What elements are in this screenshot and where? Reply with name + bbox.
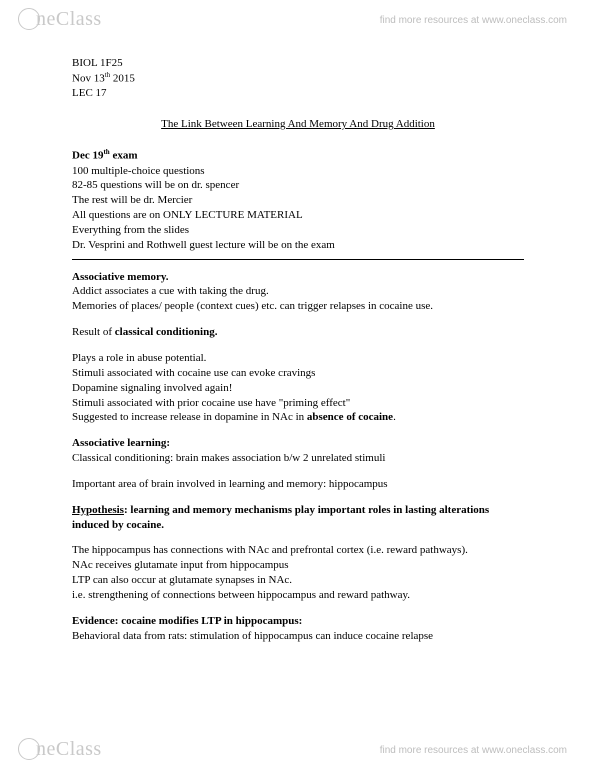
section-divider (72, 259, 524, 260)
body-line: Result of classical conditioning. (72, 325, 524, 340)
lecture-number: LEC 17 (72, 86, 524, 101)
exam-line: 100 multiple-choice questions (72, 164, 524, 179)
page-footer: neClass find more resources at www.onecl… (0, 730, 595, 770)
logo-circle-icon (18, 738, 40, 760)
page-header: neClass find more resources at www.onecl… (0, 0, 595, 40)
header-tagline: find more resources at www.oneclass.com (380, 15, 567, 26)
body-line: Stimuli associated with cocaine use can … (72, 366, 524, 381)
section-heading: Associative learning: (72, 436, 524, 451)
body-line: NAc receives glutamate input from hippoc… (72, 558, 524, 573)
body-line: Stimuli associated with prior cocaine us… (72, 396, 524, 411)
brand-logo: neClass (18, 8, 102, 31)
body-line: Memories of places/ people (context cues… (72, 299, 524, 314)
exam-line: All questions are on ONLY LECTURE MATERI… (72, 208, 524, 223)
document-title: The Link Between Learning And Memory And… (72, 117, 524, 132)
section-heading: Associative memory. (72, 270, 524, 285)
body-line: i.e. strengthening of connections betwee… (72, 588, 524, 603)
section-heading: Evidence: cocaine modifies LTP in hippoc… (72, 614, 524, 629)
body-line: Dopamine signaling involved again! (72, 381, 524, 396)
body-line: Behavioral data from rats: stimulation o… (72, 629, 524, 644)
body-line: LTP can also occur at glutamate synapses… (72, 573, 524, 588)
body-line: Classical conditioning: brain makes asso… (72, 451, 524, 466)
body-line: Plays a role in abuse potential. (72, 351, 524, 366)
body-line: Suggested to increase release in dopamin… (72, 410, 524, 425)
exam-line: 82-85 questions will be on dr. spencer (72, 178, 524, 193)
brand-name: neClass (36, 8, 102, 30)
lecture-date: Nov 13th 2015 (72, 71, 524, 87)
section-heading: Hypothesis: learning and memory mechanis… (72, 503, 524, 533)
course-code: BIOL 1F25 (72, 56, 524, 71)
document-body: BIOL 1F25 Nov 13th 2015 LEC 17 The Link … (72, 56, 524, 643)
exam-line: Dr. Vesprini and Rothwell guest lecture … (72, 238, 524, 253)
brand-logo: neClass (18, 738, 102, 761)
exam-line: The rest will be dr. Mercier (72, 193, 524, 208)
exam-line: Everything from the slides (72, 223, 524, 238)
exam-heading: Dec 19th exam (72, 148, 524, 164)
brand-name: neClass (36, 738, 102, 760)
body-line: The hippocampus has connections with NAc… (72, 543, 524, 558)
footer-tagline: find more resources at www.oneclass.com (380, 745, 567, 756)
body-line: Addict associates a cue with taking the … (72, 284, 524, 299)
logo-circle-icon (18, 8, 40, 30)
body-line: Important area of brain involved in lear… (72, 477, 524, 492)
